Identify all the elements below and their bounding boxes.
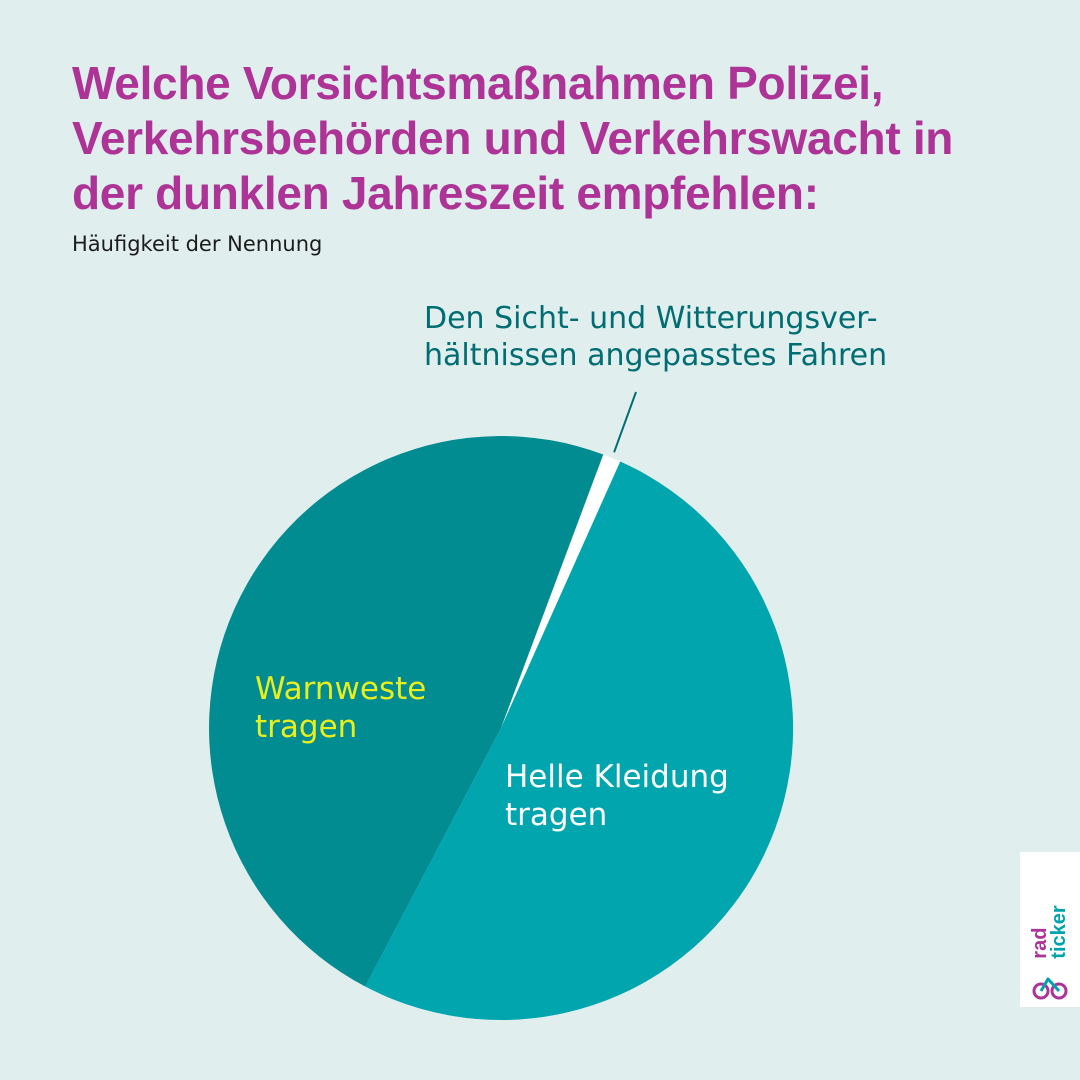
- pie-slice-warnweste: [209, 436, 604, 987]
- slice-label-line: Den Sicht- und Witterungsver-: [424, 301, 878, 336]
- bicycle-icon: [1032, 977, 1068, 1000]
- slice-label-helle-kleidung: Helle Kleidung tragen: [505, 758, 729, 834]
- slice-label-line: tragen: [255, 709, 358, 745]
- pie-slice-helle-kleidung: [365, 461, 794, 1021]
- chart-title-line: der dunklen Jahreszeit empfehlen:: [72, 167, 819, 219]
- slice-label-line: hältnissen angepasstes Fahren: [424, 338, 888, 373]
- logo-wordmark: rad ticker: [1029, 905, 1070, 959]
- pie-slice-sicht-fahren: [501, 454, 621, 728]
- chart-title-line: Welche Vorsichtsmaßnahmen Polizei,: [72, 57, 884, 109]
- slice-label-sicht-fahren: Den Sicht- und Witterungsver- hältnissen…: [424, 300, 887, 374]
- radticker-logo: rad ticker: [1020, 852, 1080, 1007]
- slice-label-warnweste: Warnweste tragen: [255, 670, 426, 746]
- slice-label-line: Warnweste: [255, 671, 427, 707]
- slice-label-line: Helle Kleidung: [505, 759, 729, 795]
- chart-title-line: Verkehrsbehörden und Verkehrswacht in: [72, 112, 954, 164]
- leader-line: [613, 391, 637, 453]
- chart-subtitle: Häufigkeit der Nennung: [72, 232, 323, 256]
- chart-title: Welche Vorsichtsmaßnahmen Polizei, Verke…: [72, 56, 1032, 221]
- logo-word-ticker: ticker: [1048, 905, 1070, 959]
- slice-label-line: tragen: [505, 797, 608, 833]
